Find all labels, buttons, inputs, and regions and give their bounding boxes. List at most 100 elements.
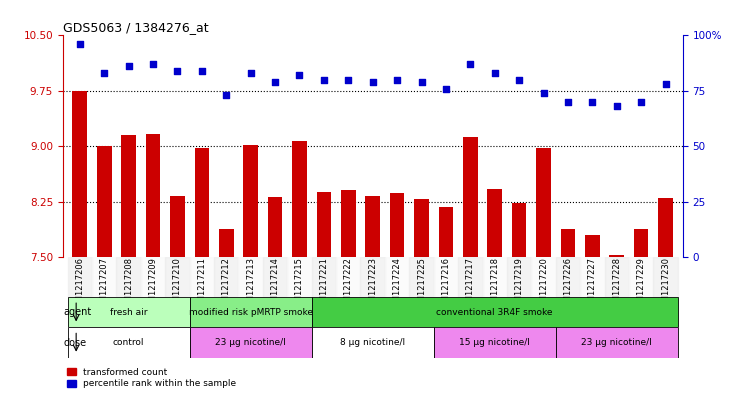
Text: GSM1217213: GSM1217213 xyxy=(246,257,255,313)
Bar xyxy=(561,229,575,257)
Point xyxy=(635,99,647,105)
Text: GSM1217215: GSM1217215 xyxy=(295,257,304,313)
Bar xyxy=(117,257,141,297)
Text: GSM1217214: GSM1217214 xyxy=(271,257,280,313)
Text: GSM1217223: GSM1217223 xyxy=(368,257,377,313)
Bar xyxy=(263,257,287,297)
Bar xyxy=(556,257,580,297)
Text: 23 μg nicotine/l: 23 μg nicotine/l xyxy=(215,338,286,347)
Text: agent: agent xyxy=(63,307,92,317)
Bar xyxy=(170,196,184,257)
Bar xyxy=(653,257,677,297)
Text: GSM1217221: GSM1217221 xyxy=(320,257,328,313)
FancyBboxPatch shape xyxy=(190,297,311,327)
Bar xyxy=(195,148,209,257)
Text: GSM1217208: GSM1217208 xyxy=(124,257,133,313)
Point xyxy=(587,99,599,105)
Bar xyxy=(145,134,160,257)
Bar xyxy=(214,257,238,297)
Text: GSM1217227: GSM1217227 xyxy=(588,257,597,313)
Point xyxy=(660,81,672,87)
Text: modified risk pMRTP smoke: modified risk pMRTP smoke xyxy=(189,308,313,317)
Point xyxy=(171,68,183,74)
FancyBboxPatch shape xyxy=(556,327,677,358)
Bar xyxy=(244,145,258,257)
Text: GSM1217228: GSM1217228 xyxy=(613,257,621,313)
Text: GDS5063 / 1384276_at: GDS5063 / 1384276_at xyxy=(63,21,208,34)
Bar xyxy=(365,196,380,257)
Bar xyxy=(390,193,404,257)
Bar xyxy=(658,198,673,257)
Bar xyxy=(92,257,117,297)
Bar xyxy=(121,135,136,257)
Text: GSM1217209: GSM1217209 xyxy=(148,257,157,313)
Point xyxy=(611,103,623,109)
Text: 15 μg nicotine/l: 15 μg nicotine/l xyxy=(459,338,530,347)
Bar xyxy=(458,257,483,297)
Text: GSM1217216: GSM1217216 xyxy=(441,257,450,313)
Text: GSM1217222: GSM1217222 xyxy=(344,257,353,313)
Text: GSM1217218: GSM1217218 xyxy=(490,257,499,313)
Text: control: control xyxy=(113,338,145,347)
Text: GSM1217211: GSM1217211 xyxy=(197,257,207,313)
Bar xyxy=(410,257,434,297)
Bar xyxy=(311,257,336,297)
Bar xyxy=(268,197,283,257)
FancyBboxPatch shape xyxy=(311,327,434,358)
Bar xyxy=(317,192,331,257)
Text: GSM1217224: GSM1217224 xyxy=(393,257,401,313)
Bar xyxy=(219,229,233,257)
Point xyxy=(391,77,403,83)
Point xyxy=(196,68,208,74)
Point xyxy=(147,61,159,67)
Bar xyxy=(341,191,356,257)
Bar xyxy=(165,257,190,297)
Bar xyxy=(634,229,649,257)
Text: GSM1217220: GSM1217220 xyxy=(539,257,548,313)
Point xyxy=(367,79,379,85)
Bar xyxy=(585,235,600,257)
Bar xyxy=(292,141,307,257)
Point xyxy=(123,63,134,70)
Point xyxy=(269,79,281,85)
Point xyxy=(342,77,354,83)
Bar xyxy=(531,257,556,297)
Text: GSM1217229: GSM1217229 xyxy=(637,257,646,313)
FancyBboxPatch shape xyxy=(68,297,190,327)
Bar xyxy=(385,257,410,297)
FancyBboxPatch shape xyxy=(434,327,556,358)
Bar xyxy=(463,137,477,257)
Text: GSM1217217: GSM1217217 xyxy=(466,257,475,313)
Point xyxy=(318,77,330,83)
Bar xyxy=(580,257,604,297)
Bar xyxy=(287,257,311,297)
Text: GSM1217206: GSM1217206 xyxy=(75,257,84,313)
Point xyxy=(464,61,476,67)
Bar xyxy=(604,257,629,297)
Bar xyxy=(483,257,507,297)
Bar xyxy=(512,203,526,257)
Bar xyxy=(360,257,385,297)
FancyBboxPatch shape xyxy=(311,297,677,327)
Point xyxy=(221,92,232,98)
Text: GSM1217225: GSM1217225 xyxy=(417,257,426,313)
Bar xyxy=(238,257,263,297)
Text: GSM1217207: GSM1217207 xyxy=(100,257,108,313)
Text: 23 μg nicotine/l: 23 μg nicotine/l xyxy=(582,338,652,347)
Bar xyxy=(610,255,624,257)
Bar xyxy=(336,257,360,297)
FancyBboxPatch shape xyxy=(68,327,190,358)
Bar xyxy=(487,189,502,257)
Bar xyxy=(68,257,92,297)
Text: GSM1217219: GSM1217219 xyxy=(514,257,524,313)
Text: GSM1217212: GSM1217212 xyxy=(221,257,231,313)
Bar xyxy=(438,207,453,257)
Point xyxy=(74,41,86,48)
Text: fresh air: fresh air xyxy=(110,308,148,317)
Point xyxy=(440,85,452,92)
Bar xyxy=(434,257,458,297)
Bar xyxy=(190,257,214,297)
FancyBboxPatch shape xyxy=(190,327,311,358)
Bar xyxy=(414,199,429,257)
Text: dose: dose xyxy=(63,338,86,347)
